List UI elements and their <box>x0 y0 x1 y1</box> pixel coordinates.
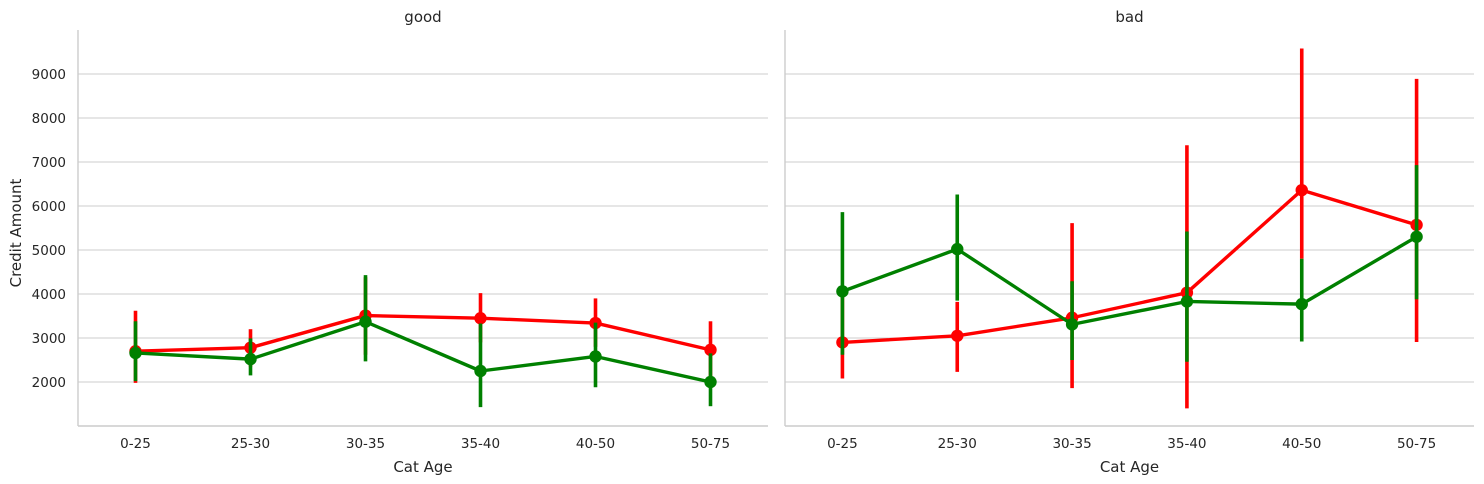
series-line <box>135 320 711 384</box>
data-point <box>836 285 849 298</box>
data-point <box>704 343 717 357</box>
series-line <box>841 235 1418 327</box>
y-tick-label: 5000 <box>32 243 66 259</box>
series-green <box>836 165 1423 362</box>
data-point <box>704 375 717 389</box>
series-line <box>135 313 711 353</box>
data-point <box>951 242 964 256</box>
data-point <box>1295 297 1308 311</box>
data-point <box>1410 230 1423 243</box>
x-tick-label: 35-40 <box>1167 436 1206 452</box>
series-green <box>129 275 717 408</box>
series-red <box>836 48 1423 409</box>
data-point <box>244 352 257 366</box>
y-axis-label: Credit Amount <box>7 178 25 287</box>
x-tick-label: 50-75 <box>691 436 730 452</box>
panel-bad: 0-25 25-30 30-35 35-40 40-50 50-75 Cat Age bad <box>784 8 1474 476</box>
data-point <box>1295 183 1308 197</box>
data-point <box>359 315 372 328</box>
y-tick-label: 9000 <box>32 67 66 83</box>
x-tick-label: 35-40 <box>461 436 500 452</box>
y-tick-label: 3000 <box>32 331 66 347</box>
panel-good: 2000 3000 4000 5000 6000 7000 8000 9000 0-25 25-3… <box>7 8 768 476</box>
x-tick-label: 30-35 <box>1052 436 1091 452</box>
y-tick-label: 4000 <box>32 287 66 303</box>
data-point <box>474 364 487 378</box>
x-tick-label: 40-50 <box>1282 436 1321 452</box>
x-axis-label: Cat Age <box>1100 458 1159 476</box>
data-point <box>589 350 602 363</box>
panel-title: bad <box>1115 8 1143 26</box>
x-tick-label: 0-25 <box>120 436 151 452</box>
series-line <box>842 188 1418 345</box>
data-point <box>1065 318 1079 331</box>
y-tick-label: 8000 <box>32 111 66 127</box>
data-point <box>129 346 142 360</box>
x-tick-label: 40-50 <box>576 436 615 452</box>
x-axis-label: Cat Age <box>393 458 452 476</box>
x-tick-label: 25-30 <box>938 436 977 452</box>
data-point <box>951 329 964 342</box>
data-point <box>1180 295 1194 308</box>
x-tick-label: 30-35 <box>346 436 385 452</box>
series-red <box>129 277 717 383</box>
x-tick-label: 0-25 <box>827 436 858 452</box>
data-point <box>474 312 487 325</box>
x-tick-label: 25-30 <box>231 436 270 452</box>
panel-title: good <box>404 8 441 26</box>
y-tick-label: 6000 <box>32 199 66 215</box>
y-tick-label: 7000 <box>32 155 66 171</box>
y-tick-label: 2000 <box>32 375 66 391</box>
x-tick-label: 50-75 <box>1397 436 1436 452</box>
